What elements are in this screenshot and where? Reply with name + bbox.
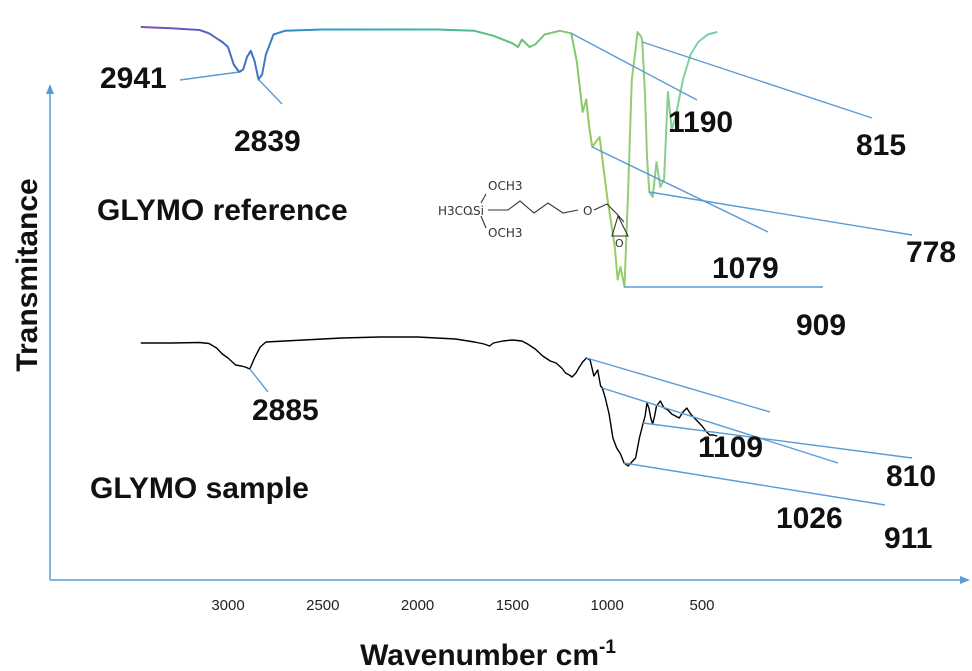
annotation-leader-line <box>586 357 771 413</box>
glymo-structure-formula: H3CO Si OCH3 OCH3 O O <box>438 179 629 250</box>
peak-label: 1026 <box>776 502 843 535</box>
structure-ether-o: O <box>583 204 592 218</box>
x-tick-label: 500 <box>689 597 714 614</box>
structure-och3-bottom: OCH3 <box>488 226 522 240</box>
annotation-leader-line <box>649 191 913 236</box>
annotation-leader-line <box>602 387 839 464</box>
annotation-labels: 2941 2839 1190 1079 909 815 778 2885 1109 1026 911… <box>100 62 956 555</box>
x-tick-labels: 3000 2500 2000 1500 1000 500 <box>211 597 714 614</box>
peak-label: 815 <box>856 129 906 162</box>
peak-label: 2885 <box>252 394 319 427</box>
structure-si: Si <box>473 204 484 218</box>
y-axis-title: Transmitance <box>11 178 44 371</box>
series-label-reference: GLYMO reference <box>97 194 348 227</box>
annotation-leader-line <box>570 32 698 101</box>
x-axis-arrow <box>960 576 970 584</box>
x-tick-label: 2000 <box>401 597 434 614</box>
annotation-leader-line <box>642 41 873 119</box>
annotation-leaders <box>179 32 913 506</box>
annotation-leader-line <box>643 422 913 459</box>
x-tick-label: 2500 <box>306 597 339 614</box>
peak-label: 1190 <box>668 106 733 139</box>
structure-och3-top: OCH3 <box>488 179 522 193</box>
peak-label: 778 <box>906 236 956 269</box>
peak-label: 1079 <box>712 252 779 285</box>
annotation-leader-line <box>179 71 240 81</box>
annotation-leader-line <box>591 146 769 233</box>
series-label-sample: GLYMO sample <box>90 472 309 505</box>
x-tick-label: 1000 <box>591 597 624 614</box>
series-line-reference <box>140 26 718 288</box>
peak-label: 2839 <box>234 125 301 158</box>
annotation-leader-line <box>623 462 886 506</box>
x-tick-label: 3000 <box>211 597 244 614</box>
series-line-sample <box>140 336 718 467</box>
peak-label: 909 <box>796 309 846 342</box>
x-axis-title: Wavenumber cm-1 <box>360 637 616 671</box>
structure-bonds <box>470 193 629 237</box>
peak-label: 2941 <box>100 62 167 95</box>
structure-epoxide-o: O <box>615 237 624 250</box>
annotation-leader-line <box>249 368 269 393</box>
x-axis-title-superscript: -1 <box>599 637 616 658</box>
peak-label: 911 <box>884 522 932 555</box>
peak-label: 810 <box>886 460 936 493</box>
series-layer <box>140 26 718 467</box>
structure-h3co: H3CO <box>438 204 472 218</box>
annotation-leader-line <box>257 79 283 105</box>
y-axis-arrow <box>46 84 54 94</box>
x-tick-label: 1500 <box>496 597 529 614</box>
peak-label: 1109 <box>698 431 763 464</box>
